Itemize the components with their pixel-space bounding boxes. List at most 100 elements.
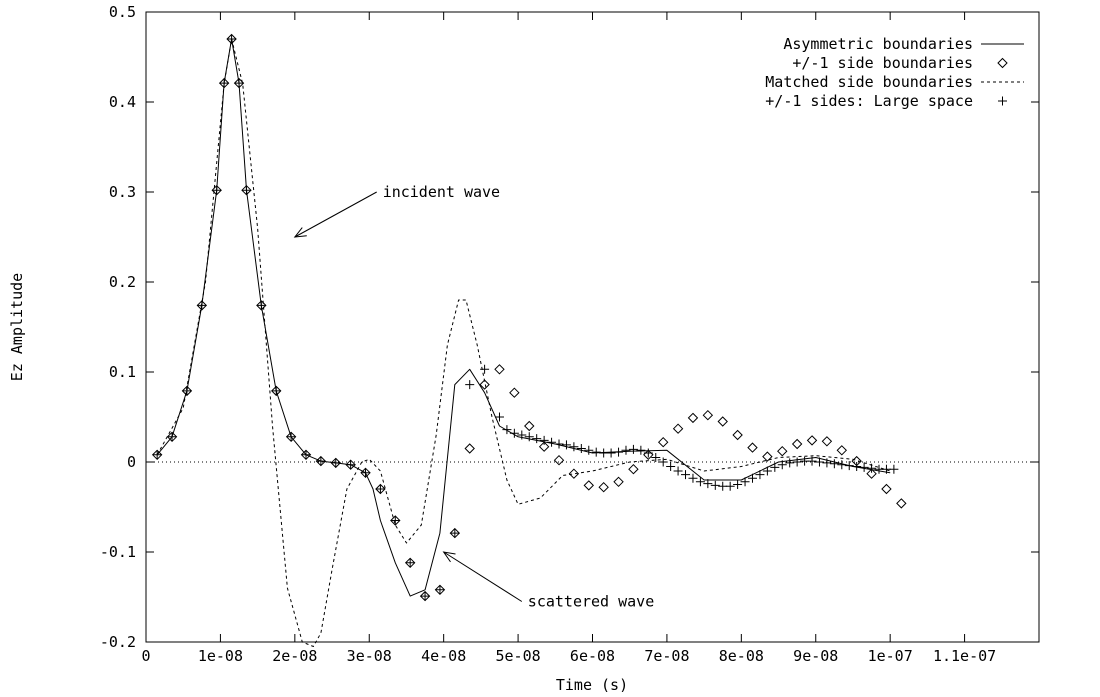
data-point — [687, 412, 699, 424]
data-point — [598, 481, 609, 493]
data-point — [822, 458, 832, 468]
annotation-arrow — [294, 191, 377, 238]
data-point — [747, 473, 757, 483]
data-point — [241, 185, 251, 195]
data-point — [702, 409, 714, 421]
data-point — [450, 528, 460, 538]
data-point — [807, 456, 817, 466]
x-tick-label: 4e-08 — [421, 647, 466, 665]
series-3 — [156, 38, 891, 647]
x-tick-label: 9e-08 — [793, 647, 838, 665]
data-point — [502, 425, 512, 435]
x-tick-label: 0 — [141, 647, 150, 665]
legend-entry: +/-1 side boundaries — [792, 54, 1008, 72]
y-tick-label: -0.2 — [100, 633, 136, 651]
legend-swatch — [998, 96, 1007, 106]
data-point — [740, 477, 750, 487]
data-point — [666, 462, 676, 471]
data-point — [227, 34, 237, 44]
y-tick-label: 0 — [127, 453, 136, 471]
data-point — [651, 453, 661, 462]
legend-label: +/-1 side boundaries — [792, 54, 973, 72]
data-point — [479, 379, 490, 390]
data-point — [852, 462, 862, 471]
x-tick-label: 3e-08 — [347, 647, 392, 665]
data-point — [881, 483, 892, 495]
data-point — [256, 300, 266, 310]
data-point — [621, 445, 631, 455]
y-tick-label: 0.5 — [109, 3, 136, 21]
data-point — [464, 443, 475, 454]
data-point — [821, 436, 833, 447]
data-point — [792, 457, 802, 467]
data-point — [762, 466, 772, 476]
series-2 — [151, 33, 907, 602]
y-tick-label: 0.1 — [109, 363, 136, 381]
annotation-text: incident wave — [383, 183, 500, 201]
data-point — [658, 457, 668, 467]
y-axis-title: Ez Amplitude — [8, 273, 26, 381]
data-point — [814, 457, 824, 467]
data-point — [673, 466, 683, 476]
data-point — [182, 386, 192, 396]
x-tick-label: 1e-07 — [868, 647, 913, 665]
x-tick-label: 5e-08 — [496, 647, 541, 665]
series-line — [156, 38, 891, 647]
legend-label: Matched side boundaries — [765, 73, 973, 91]
x-tick-label: 8e-08 — [719, 647, 764, 665]
data-point — [494, 364, 505, 375]
data-point — [286, 432, 296, 442]
data-point — [390, 516, 400, 525]
x-axis-title: Time (s) — [556, 676, 628, 694]
data-point — [509, 387, 520, 398]
data-point — [614, 447, 624, 457]
data-point — [672, 423, 684, 434]
data-point — [695, 477, 705, 487]
series-1 — [156, 38, 891, 597]
data-point — [152, 450, 162, 460]
y-tick-label: 0.3 — [109, 183, 136, 201]
annotation-arrow — [443, 551, 523, 602]
legend-entry: Asymmetric boundaries — [783, 35, 1024, 53]
data-point — [584, 445, 594, 455]
data-point — [636, 445, 646, 455]
data-point — [331, 458, 341, 468]
data-point — [532, 434, 542, 444]
data-point — [725, 481, 735, 491]
data-point — [688, 473, 698, 483]
data-point — [568, 468, 580, 479]
x-tick-label: 7e-08 — [644, 647, 689, 665]
data-point — [643, 448, 653, 458]
x-tick-label: 1e-08 — [198, 647, 243, 665]
x-tick-label: 1.1e-07 — [933, 647, 996, 665]
data-point — [762, 451, 773, 462]
data-point — [657, 436, 669, 448]
data-point — [554, 439, 564, 449]
data-point — [733, 480, 743, 489]
data-point — [866, 468, 877, 479]
data-point — [405, 558, 415, 568]
data-point — [613, 476, 624, 488]
data-point — [770, 462, 780, 472]
data-point — [219, 78, 229, 88]
data-point — [420, 591, 430, 601]
data-point — [859, 462, 869, 472]
legend-label: Asymmetric boundaries — [783, 35, 973, 53]
data-point — [509, 428, 519, 438]
data-point — [301, 450, 311, 460]
data-point — [703, 479, 713, 489]
data-point — [844, 461, 854, 471]
data-point — [732, 429, 743, 441]
data-point — [606, 448, 616, 458]
data-point — [538, 441, 550, 452]
data-point — [777, 460, 787, 470]
data-point — [316, 456, 326, 466]
data-point — [561, 440, 571, 450]
data-point — [717, 416, 728, 427]
data-point — [576, 444, 586, 453]
y-tick-label: 0.2 — [109, 273, 136, 291]
data-point — [553, 454, 565, 466]
data-point — [167, 432, 177, 442]
data-point — [829, 459, 839, 469]
